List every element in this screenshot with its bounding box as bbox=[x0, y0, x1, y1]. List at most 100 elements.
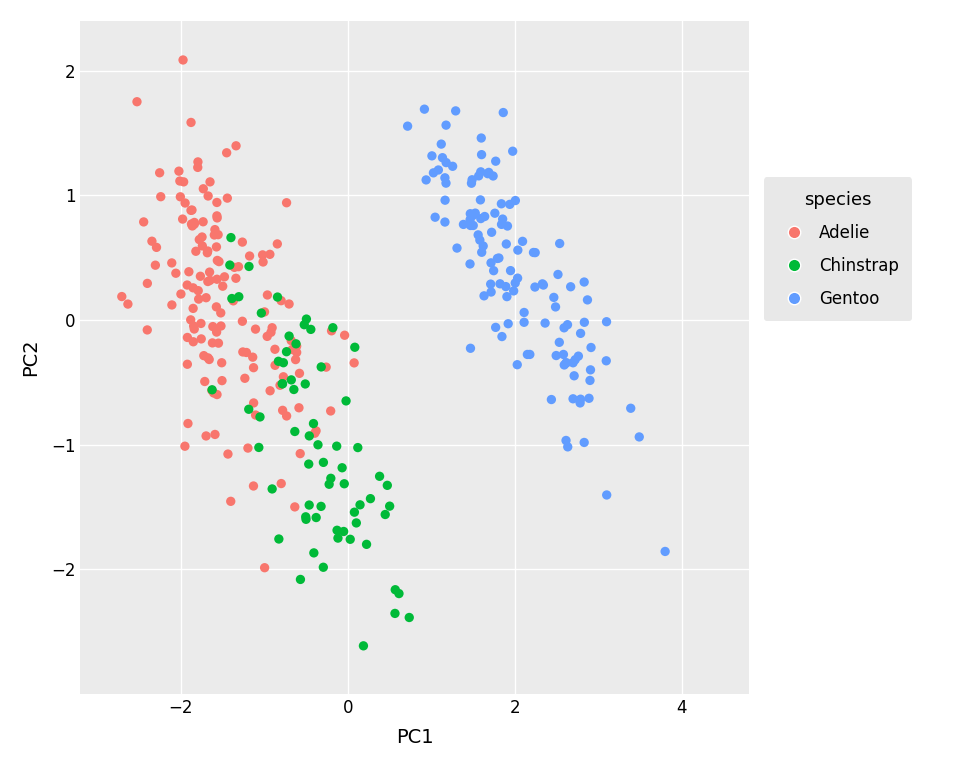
Adelie bbox=[209, 212, 225, 224]
Adelie bbox=[180, 331, 195, 343]
Gentoo bbox=[599, 488, 614, 501]
Gentoo bbox=[444, 161, 460, 173]
Adelie bbox=[173, 190, 188, 203]
Chinstrap bbox=[329, 524, 345, 536]
Gentoo bbox=[566, 369, 582, 382]
Adelie bbox=[214, 375, 229, 387]
Gentoo bbox=[538, 317, 553, 329]
Gentoo bbox=[546, 291, 562, 303]
Gentoo bbox=[488, 155, 503, 167]
Chinstrap bbox=[225, 293, 240, 305]
Gentoo bbox=[456, 218, 471, 230]
Adelie bbox=[144, 235, 159, 247]
Adelie bbox=[178, 440, 193, 452]
Adelie bbox=[136, 216, 152, 228]
Adelie bbox=[274, 478, 289, 490]
Adelie bbox=[184, 204, 200, 216]
Adelie bbox=[199, 292, 214, 304]
Adelie bbox=[291, 402, 306, 414]
Adelie bbox=[263, 326, 278, 339]
Chinstrap bbox=[270, 291, 285, 303]
Gentoo bbox=[425, 167, 441, 179]
Adelie bbox=[248, 409, 263, 421]
Gentoo bbox=[556, 349, 571, 361]
Gentoo bbox=[472, 194, 488, 206]
Adelie bbox=[213, 319, 228, 332]
Adelie bbox=[237, 372, 252, 385]
Adelie bbox=[255, 249, 271, 261]
Gentoo bbox=[560, 441, 575, 453]
Adelie bbox=[209, 389, 225, 401]
Adelie bbox=[173, 288, 188, 300]
Chinstrap bbox=[299, 513, 314, 525]
Gentoo bbox=[577, 436, 592, 449]
Gentoo bbox=[550, 268, 565, 280]
Chinstrap bbox=[372, 470, 387, 482]
Chinstrap bbox=[377, 508, 393, 521]
Adelie bbox=[195, 240, 210, 252]
Gentoo bbox=[481, 166, 496, 178]
Chinstrap bbox=[288, 338, 303, 350]
Adelie bbox=[259, 330, 275, 343]
Gentoo bbox=[492, 252, 507, 264]
Adelie bbox=[240, 442, 255, 454]
Gentoo bbox=[565, 392, 581, 405]
Adelie bbox=[186, 218, 202, 230]
Adelie bbox=[185, 336, 201, 348]
Adelie bbox=[130, 95, 145, 108]
Gentoo bbox=[473, 132, 489, 144]
Adelie bbox=[260, 289, 276, 301]
Chinstrap bbox=[350, 442, 366, 454]
Chinstrap bbox=[204, 384, 220, 396]
Adelie bbox=[227, 261, 242, 273]
Adelie bbox=[139, 324, 155, 336]
Adelie bbox=[183, 204, 199, 217]
Gentoo bbox=[486, 170, 501, 182]
Gentoo bbox=[435, 151, 450, 164]
Adelie bbox=[281, 298, 297, 310]
Gentoo bbox=[484, 226, 499, 238]
Chinstrap bbox=[356, 640, 372, 652]
Gentoo bbox=[559, 356, 574, 369]
Gentoo bbox=[463, 214, 478, 226]
Adelie bbox=[211, 256, 227, 268]
Gentoo bbox=[480, 167, 495, 180]
Adelie bbox=[255, 256, 271, 268]
Chinstrap bbox=[301, 430, 317, 442]
Adelie bbox=[200, 276, 215, 288]
Adelie bbox=[180, 358, 195, 370]
Gentoo bbox=[470, 229, 486, 241]
Adelie bbox=[190, 284, 205, 296]
Adelie bbox=[172, 175, 187, 187]
Gentoo bbox=[400, 120, 416, 132]
Gentoo bbox=[510, 272, 525, 284]
Gentoo bbox=[486, 264, 501, 276]
Chinstrap bbox=[379, 479, 395, 492]
Adelie bbox=[209, 273, 225, 286]
Chinstrap bbox=[287, 425, 302, 438]
Chinstrap bbox=[241, 260, 256, 273]
Adelie bbox=[203, 274, 218, 286]
Gentoo bbox=[508, 276, 523, 289]
Chinstrap bbox=[264, 483, 279, 495]
Chinstrap bbox=[313, 500, 328, 512]
Gentoo bbox=[567, 353, 583, 366]
Adelie bbox=[184, 220, 200, 232]
Gentoo bbox=[463, 258, 478, 270]
Adelie bbox=[207, 429, 223, 441]
Adelie bbox=[204, 336, 220, 349]
Gentoo bbox=[424, 150, 440, 162]
Gentoo bbox=[583, 364, 598, 376]
Gentoo bbox=[632, 431, 647, 443]
Gentoo bbox=[499, 290, 515, 303]
Adelie bbox=[186, 320, 202, 333]
Adelie bbox=[323, 405, 338, 417]
Adelie bbox=[193, 317, 208, 329]
Adelie bbox=[168, 267, 183, 280]
Chinstrap bbox=[231, 290, 247, 303]
Adelie bbox=[257, 561, 273, 574]
Adelie bbox=[288, 353, 303, 366]
Gentoo bbox=[473, 166, 489, 178]
Gentoo bbox=[484, 286, 499, 298]
Adelie bbox=[347, 357, 362, 369]
